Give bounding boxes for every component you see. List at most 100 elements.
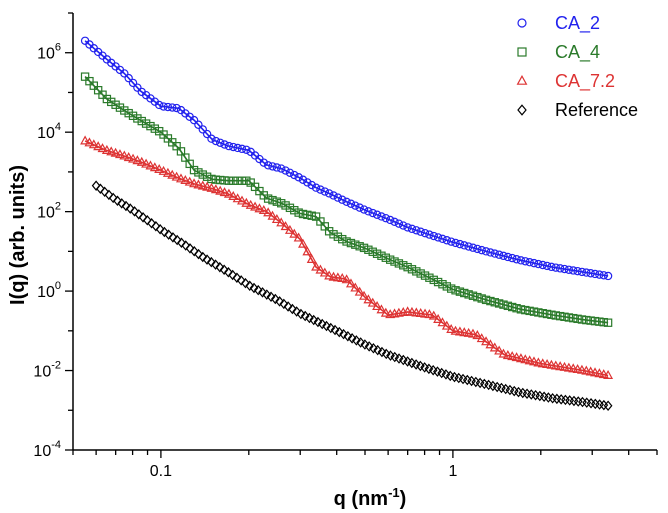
plot-area [80,36,614,412]
data-point [117,198,127,209]
data-point [194,120,203,129]
data-point [363,294,374,304]
y-tick-label: 104 [37,121,61,142]
data-point [119,150,130,160]
data-point [162,167,173,177]
data-point [598,369,609,379]
data-point [113,195,122,207]
data-point [151,220,161,232]
data-point [429,231,438,241]
data-point [232,272,242,283]
data-point [277,164,286,173]
data-point [176,147,186,156]
data-point [511,352,522,362]
data-point [259,158,268,167]
data-point [228,190,239,201]
data-point [268,162,277,171]
data-point [202,129,212,139]
data-point [420,271,430,280]
data-point [390,217,399,227]
data-point [215,175,225,185]
data-point [306,253,317,264]
data-point [489,342,500,352]
data-point [258,287,267,298]
axes: 0.1 1 10-4 10-2 100 102 104 106 [33,12,658,480]
data-point [525,257,534,267]
data-point [343,330,353,342]
data-point [599,317,608,327]
data-point [215,185,226,195]
data-point [287,303,297,315]
data-point [412,267,421,276]
data-point [189,178,200,188]
data-point [279,298,289,310]
legend-label: CA_2 [555,13,600,34]
data-point [564,313,574,322]
data-point [263,194,273,203]
data-point [329,230,338,239]
data-point [115,103,125,112]
data-point [551,263,560,272]
data-point [307,211,316,220]
data-point [120,69,129,78]
data-point [294,208,303,217]
data-point [250,182,260,192]
data-point [368,208,377,218]
data-point [317,318,327,330]
data-point [246,178,255,187]
data-point [403,223,412,232]
data-point [324,189,334,198]
data-point [124,73,133,83]
data-point [381,213,391,223]
data-point [290,206,299,215]
data-point [542,261,552,271]
data-point [171,171,182,181]
data-point [241,197,252,207]
data-point [603,369,614,379]
data-point [223,266,233,278]
data-point [463,327,474,337]
data-point [586,316,595,325]
data-point [477,245,486,255]
legend-marker [517,47,527,57]
data-point [433,233,443,242]
data-point [211,259,220,270]
data-point [455,287,465,296]
data-point [376,304,387,314]
data-point [298,209,308,219]
data-point [460,241,469,250]
data-point [568,363,579,373]
data-point [101,144,112,154]
legend-label: CA_4 [555,42,600,63]
data-point [364,341,374,352]
data-point [346,199,356,208]
data-point [586,269,595,278]
data-point [377,212,386,221]
data-point [446,323,457,333]
data-point [529,307,539,316]
data-point [270,293,280,305]
data-point [284,224,295,234]
data-point [328,271,339,281]
data-point [481,336,492,346]
data-point [473,244,482,254]
data-point [121,200,131,212]
data-point [281,166,290,175]
data-point [237,195,247,205]
data-point [525,306,534,316]
data-point [551,311,560,320]
data-point [372,210,382,219]
data-point [429,275,438,285]
data-point [93,141,104,151]
data-point [266,291,276,303]
data-point [582,315,591,325]
data-point [385,215,395,225]
data-point [464,290,473,299]
data-point [128,78,138,88]
y-tick-label: 102 [37,201,61,222]
data-point [91,180,101,191]
data-point [241,277,250,289]
data-point [494,345,505,355]
data-point [339,328,348,340]
data-point [451,286,460,295]
